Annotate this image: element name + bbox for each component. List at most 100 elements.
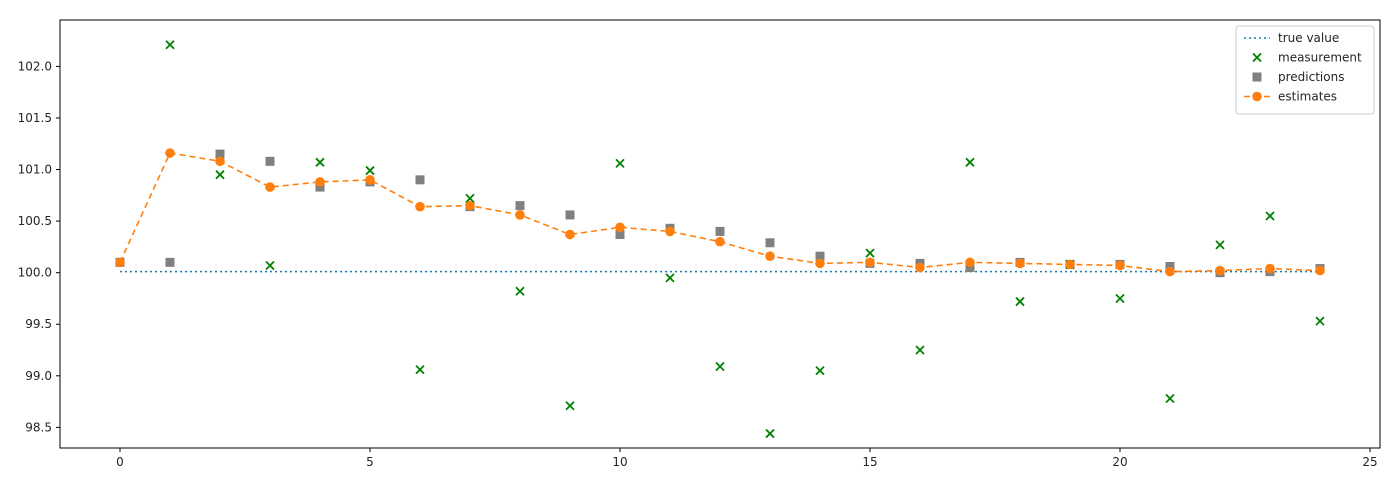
estimate-point bbox=[1215, 265, 1225, 276]
x-tick-label: 15 bbox=[862, 455, 877, 469]
measurement-point bbox=[815, 366, 825, 376]
measurement-point-stroke bbox=[1015, 296, 1025, 307]
measurement-point-stroke bbox=[1252, 52, 1262, 63]
measurement-point bbox=[1265, 211, 1275, 221]
measurement-point-stroke bbox=[615, 158, 625, 168]
y-tick-label: 99.5 bbox=[25, 317, 52, 331]
measurement-point bbox=[915, 345, 925, 355]
measurement-point bbox=[1252, 52, 1262, 63]
measurement-point-stroke bbox=[215, 170, 225, 180]
estimate-point bbox=[365, 175, 375, 185]
measurement-point bbox=[1165, 393, 1175, 404]
measurement-point bbox=[865, 248, 875, 258]
legend-label: true value bbox=[1278, 31, 1339, 45]
y-tick-label: 102.0 bbox=[18, 59, 52, 73]
estimate-point bbox=[515, 210, 525, 220]
measurement-point-stroke bbox=[1215, 240, 1225, 250]
x-tick-label: 0 bbox=[116, 455, 124, 469]
x-tick-label: 25 bbox=[1362, 455, 1377, 469]
estimate-point bbox=[1115, 260, 1125, 271]
measurement-point bbox=[315, 157, 325, 167]
estimate-point bbox=[1065, 259, 1075, 270]
legend-label: estimates bbox=[1278, 90, 1337, 104]
prediction-point bbox=[515, 201, 525, 211]
prediction-point bbox=[1252, 72, 1262, 82]
estimate-point bbox=[1315, 265, 1325, 276]
estimate-point bbox=[1265, 263, 1275, 274]
y-tick-label: 98.5 bbox=[25, 420, 52, 434]
measurement-point bbox=[365, 165, 375, 176]
y-axis: 98.5 99.0 99.5 100.0 100.5 101.0 101.5 102.0 bbox=[18, 59, 60, 434]
legend-item: estimates bbox=[1244, 90, 1337, 104]
prediction-point bbox=[615, 230, 625, 240]
x-tick-label: 10 bbox=[612, 455, 627, 469]
prediction-point bbox=[565, 210, 575, 220]
estimate-point bbox=[565, 229, 575, 240]
measurement-point-stroke bbox=[965, 157, 975, 167]
measurement-point bbox=[665, 273, 675, 283]
measurement-point-stroke bbox=[1315, 316, 1325, 326]
measurement-point-stroke bbox=[315, 157, 325, 167]
series-layer bbox=[115, 40, 1325, 439]
measurement-point-stroke bbox=[265, 260, 275, 271]
measurement-point bbox=[715, 361, 725, 372]
prediction-point bbox=[815, 251, 825, 261]
measurement-point-stroke bbox=[515, 286, 525, 296]
estimate-point bbox=[115, 257, 125, 268]
legend-item: true value bbox=[1244, 31, 1339, 45]
estimate-point bbox=[615, 222, 625, 233]
estimate-point bbox=[815, 258, 825, 269]
y-tick-label: 100.5 bbox=[18, 214, 52, 228]
estimate-point bbox=[165, 148, 175, 158]
measurement-point bbox=[1315, 316, 1325, 326]
legend-item: measurement bbox=[1252, 51, 1362, 65]
prediction-point bbox=[315, 182, 325, 192]
measurement-point-stroke bbox=[1165, 393, 1175, 404]
prediction-point bbox=[965, 263, 975, 273]
measurement-point bbox=[515, 286, 525, 296]
estimate-point bbox=[465, 200, 475, 211]
prediction-point bbox=[1165, 261, 1175, 271]
measurement-point-stroke bbox=[415, 364, 425, 375]
measurement-point-stroke bbox=[715, 361, 725, 372]
estimate-point bbox=[1015, 258, 1025, 269]
estimate-point bbox=[865, 257, 875, 268]
measurement-point bbox=[465, 193, 475, 204]
y-tick-label: 100.0 bbox=[18, 266, 52, 280]
prediction-point bbox=[215, 149, 225, 159]
measurement-point bbox=[615, 158, 625, 168]
y-tick-label: 99.0 bbox=[25, 369, 52, 383]
x-tick-label: 20 bbox=[1112, 455, 1127, 469]
measurement-point-stroke bbox=[665, 273, 675, 283]
measurement-point bbox=[1015, 296, 1025, 307]
estimate-point bbox=[915, 262, 925, 273]
estimate-point bbox=[715, 236, 725, 247]
y-tick-label: 101.5 bbox=[18, 111, 52, 125]
prediction-point bbox=[165, 257, 175, 267]
measurement-point-stroke bbox=[465, 193, 475, 204]
prediction-point bbox=[715, 226, 725, 236]
prediction-point bbox=[765, 238, 775, 248]
measurement-point bbox=[965, 157, 975, 167]
estimate-point bbox=[415, 201, 425, 212]
y-tick-label: 101.0 bbox=[18, 163, 52, 177]
measurement-point-stroke bbox=[915, 345, 925, 355]
measurement-point-stroke bbox=[1115, 293, 1125, 304]
estimate-point bbox=[665, 226, 675, 237]
legend-item: predictions bbox=[1252, 70, 1344, 84]
legend: true value measurement predictions estimate… bbox=[1235, 25, 1375, 115]
measurement-point-stroke bbox=[1265, 211, 1275, 221]
estimate-point bbox=[965, 257, 975, 268]
measurement-point bbox=[265, 260, 275, 271]
estimate-point bbox=[265, 182, 275, 192]
measurement-point bbox=[415, 364, 425, 375]
measurement-point-stroke bbox=[365, 165, 375, 176]
estimate-point bbox=[1165, 266, 1175, 277]
prediction-point bbox=[265, 156, 275, 166]
prediction-point bbox=[415, 175, 425, 185]
measurement-point bbox=[1115, 293, 1125, 304]
measurement-point-stroke bbox=[165, 40, 175, 50]
x-axis: 0 5 10 15 20 25 bbox=[116, 448, 1378, 469]
measurement-point bbox=[165, 40, 175, 50]
